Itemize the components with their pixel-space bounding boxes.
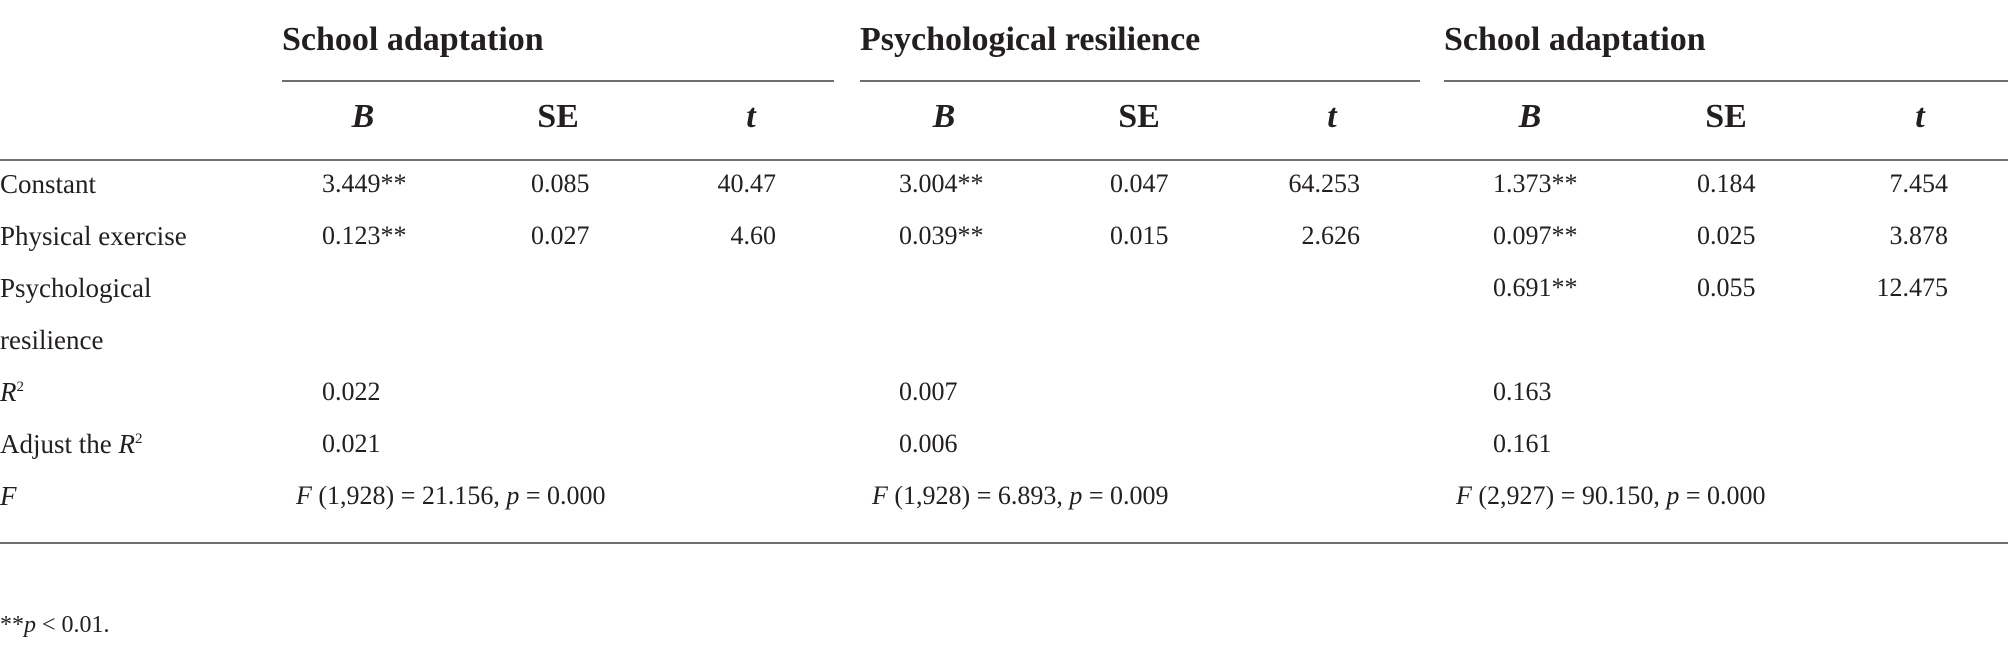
cell-resilience-t-3: 12.475: [1876, 273, 1949, 302]
p-symbol: p: [1666, 481, 1680, 510]
cell-constant-se-3: 0.184: [1697, 169, 1756, 198]
group-rule-1: [282, 80, 834, 82]
f-symbol: F: [0, 481, 17, 511]
cell-constant-se-2: 0.047: [1110, 169, 1169, 198]
footnote-stars: **: [0, 612, 24, 638]
r-superscript: 2: [135, 431, 143, 447]
f-symbol: F: [296, 481, 312, 510]
cell-resilience-se-3: 0.055: [1697, 273, 1756, 302]
row-label-r2: R2: [0, 375, 24, 409]
adjust-prefix: Adjust the: [0, 429, 119, 459]
p-value-text: = 0.000: [519, 481, 606, 510]
row-label-f: F: [0, 479, 17, 513]
cell-constant-t-3: 7.454: [1889, 169, 1949, 198]
col-head-t-2: t: [1327, 98, 1337, 135]
cell-physical-se-2: 0.015: [1110, 221, 1169, 250]
r-symbol: R: [0, 377, 17, 407]
col-head-b-1: B: [351, 98, 375, 135]
cell-physical-se-1: 0.027: [531, 221, 590, 250]
cell-physical-t-1: 4.60: [730, 221, 777, 250]
bottom-rule: [0, 542, 2008, 544]
cell-r2-2: 0.007: [899, 377, 958, 406]
col-head-se-1: SE: [537, 98, 579, 135]
col-head-t-3: t: [1915, 98, 1925, 135]
r-symbol: R: [118, 429, 136, 459]
p-symbol: p: [24, 612, 36, 638]
cell-r2-3: 0.163: [1493, 377, 1552, 406]
cell-constant-b-1: 3.449**: [322, 169, 407, 198]
cell-constant-t-2: 64.253: [1288, 169, 1361, 198]
r-superscript: 2: [16, 379, 25, 395]
group-title-2: Psychological resilience: [860, 21, 1201, 58]
cell-constant-b-3: 1.373**: [1493, 169, 1578, 198]
f-symbol: F: [872, 481, 888, 510]
row-label-physical-exercise: Physical exercise: [0, 221, 187, 251]
row-label-psych-resilience-line2: resilience: [0, 325, 104, 355]
row-label-psych-resilience-line1: Psychological: [0, 273, 152, 303]
col-head-b-3: B: [1518, 98, 1542, 135]
row-label-constant: Constant: [0, 169, 97, 199]
cell-physical-t-3: 3.878: [1889, 221, 1949, 250]
cell-f-3: F (2,927) = 90.150, p = 0.000: [1456, 479, 1766, 513]
col-head-t-1: t: [746, 98, 756, 135]
cell-r2-1: 0.022: [322, 377, 381, 406]
f-stat-text: (1,928) = 21.156,: [311, 481, 507, 510]
p-symbol: p: [506, 481, 520, 510]
col-head-b-2: B: [932, 98, 956, 135]
cell-resilience-b-3: 0.691**: [1493, 273, 1578, 302]
p-symbol: p: [1069, 481, 1083, 510]
footnote-text: < 0.01.: [36, 612, 110, 638]
cell-adj-r2-3: 0.161: [1493, 429, 1552, 458]
cell-physical-t-2: 2.626: [1301, 221, 1361, 250]
cell-adj-r2-1: 0.021: [322, 429, 381, 458]
table-footnote: **p < 0.01.: [0, 610, 110, 640]
group-title-1: School adaptation: [282, 21, 544, 58]
cell-constant-se-1: 0.085: [531, 169, 590, 198]
cell-constant-b-2: 3.004**: [899, 169, 984, 198]
cell-physical-b-1: 0.123**: [322, 221, 407, 250]
cell-physical-b-3: 0.097**: [1493, 221, 1578, 250]
p-value-text: = 0.009: [1082, 481, 1169, 510]
cell-physical-b-2: 0.039**: [899, 221, 984, 250]
p-value-text: = 0.000: [1679, 481, 1766, 510]
f-symbol: F: [1456, 481, 1472, 510]
f-stat-text: (1,928) = 6.893,: [887, 481, 1070, 510]
header-rule: [0, 159, 2008, 161]
group-rule-2: [860, 80, 1420, 82]
col-head-se-2: SE: [1118, 98, 1160, 135]
f-stat-text: (2,927) = 90.150,: [1471, 481, 1667, 510]
cell-constant-t-1: 40.47: [717, 169, 777, 198]
row-label-adjusted-r2: Adjust the R2: [0, 427, 143, 461]
cell-physical-se-3: 0.025: [1697, 221, 1756, 250]
col-head-se-3: SE: [1705, 98, 1747, 135]
cell-adj-r2-2: 0.006: [899, 429, 958, 458]
group-title-3: School adaptation: [1444, 21, 1706, 58]
cell-f-2: F (1,928) = 6.893, p = 0.009: [872, 479, 1169, 513]
group-rule-3: [1444, 80, 2008, 82]
cell-f-1: F (1,928) = 21.156, p = 0.000: [296, 479, 606, 513]
